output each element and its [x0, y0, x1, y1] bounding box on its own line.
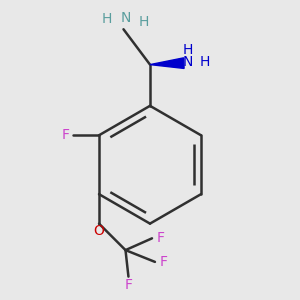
Text: F: F — [159, 255, 167, 269]
Text: F: F — [61, 128, 69, 142]
Text: F: F — [124, 278, 132, 292]
Text: H: H — [139, 15, 149, 29]
Text: O: O — [94, 224, 104, 238]
Text: N: N — [121, 11, 131, 25]
Text: H: H — [199, 55, 210, 69]
Text: H: H — [102, 12, 112, 26]
Text: N: N — [183, 55, 194, 69]
Polygon shape — [150, 58, 184, 68]
Text: F: F — [156, 231, 164, 245]
Text: H: H — [183, 43, 194, 57]
